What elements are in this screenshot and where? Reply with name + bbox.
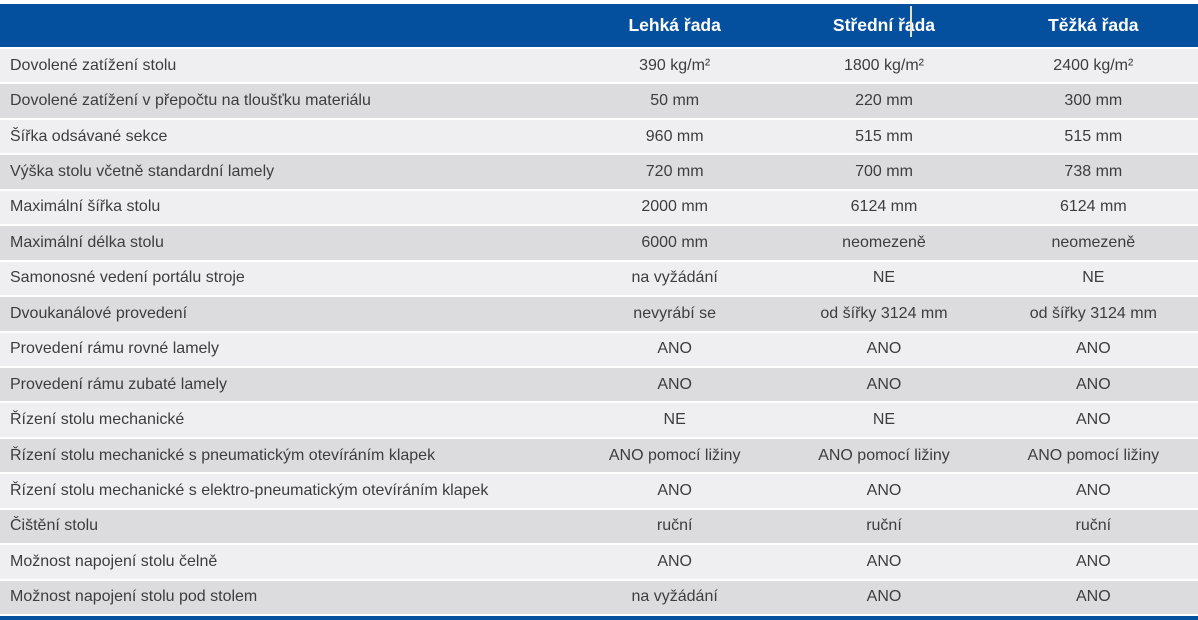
row-value: ruční	[866, 517, 902, 535]
row-label: Dovolené zatížení v přepočtu na tloušťku…	[10, 92, 371, 110]
table-row: Možnost napojení stolu pod stolem na vyžá…	[0, 580, 1198, 614]
row-value: neomezeně	[842, 233, 926, 251]
row-value: ANO	[1075, 552, 1111, 570]
row-value: 50 mm	[650, 92, 700, 110]
row-value: ANO pomocí ližiny	[1027, 446, 1160, 464]
row-label: Čištění stolu	[10, 517, 99, 535]
row-value: 700 mm	[855, 163, 913, 181]
column-header-label: Těžká řada	[1048, 15, 1139, 35]
table-row: Výška stolu včetně standardní lamely 720 …	[0, 155, 1198, 191]
row-value: NE	[663, 411, 686, 429]
table-row: Maximální šířka stolu 2000 mm 6124 mm 6124 …	[0, 190, 1198, 227]
row-label: Řízení stolu mechanické s pneumatickým o…	[10, 446, 436, 464]
row-label: Šířka odsávané sekce	[10, 127, 168, 145]
row-label: Možnost napojení stolu pod stolem	[10, 588, 258, 606]
row-label: Maximální šířka stolu	[10, 198, 161, 216]
row-value: ANO	[866, 375, 902, 393]
row-value: neomezeně	[1051, 233, 1136, 251]
row-value: ANO	[1075, 481, 1111, 499]
row-value: NE	[1082, 269, 1105, 287]
table-row: Řízení stolu mechanické NE NE ANO	[0, 403, 1198, 439]
row-value: 390 kg/m²	[639, 56, 711, 74]
table-row: Provedení rámu zubaté lamely ANO ANO ANO	[0, 367, 1198, 404]
row-value: od šířky 3124 mm	[1029, 304, 1157, 322]
header-cell-column-1: Lehká řada	[570, 4, 779, 47]
table-row: Řízení stolu mechanické s pneumatickým o…	[0, 438, 1198, 475]
row-value: 515 mm	[855, 127, 913, 145]
row-value: 2400 kg/m²	[1053, 56, 1134, 74]
column-header-label: Lehká řada	[628, 15, 721, 35]
row-value: NE	[872, 269, 896, 287]
row-label: Dvoukanálové provedení	[10, 304, 188, 322]
row-label: Dovolené zatížení stolu	[10, 56, 177, 74]
row-value: ANO pomocí ližiny	[608, 446, 741, 464]
row-value: 1800 kg/m²	[843, 56, 925, 74]
row-value: ANO pomocí ližiny	[818, 446, 950, 464]
row-value: ANO	[1075, 375, 1111, 393]
column-header-label: Střední řada	[832, 15, 936, 35]
row-value: na vyžádání	[631, 588, 718, 606]
row-value: ANO	[1075, 340, 1111, 358]
row-label: Řízení stolu mechanické s elektro-pneuma…	[10, 481, 489, 499]
row-value: 6000 mm	[641, 233, 709, 251]
row-value: ANO	[657, 340, 692, 358]
row-value: nevyrábí se	[633, 304, 717, 322]
row-value: ruční	[1075, 517, 1112, 535]
row-value: ANO	[1075, 411, 1111, 429]
row-label: Maximální délka stolu	[10, 233, 164, 251]
row-value: ANO	[866, 552, 902, 570]
row-value: ruční	[656, 517, 693, 535]
row-label: Možnost napojení stolu čelně	[10, 552, 218, 570]
row-value: 6124 mm	[850, 198, 918, 216]
table-row: Možnost napojení stolu čelně ANO ANO ANO	[0, 545, 1198, 581]
row-value: ANO	[1075, 588, 1111, 606]
row-value: ANO	[866, 481, 902, 499]
table-row: Dvoukanálové provedení nevyrábí se od šířk…	[0, 297, 1198, 333]
row-label: Provedení rámu zubaté lamely	[10, 375, 227, 393]
row-value: 6124 mm	[1059, 198, 1127, 216]
row-value: 2000 mm	[641, 198, 709, 216]
row-value: od šířky 3124 mm	[820, 304, 948, 322]
row-value: 220 mm	[855, 92, 913, 110]
table-row: Čištění stolu ruční ruční ruční	[0, 509, 1198, 546]
table-header-row: Lehká řada Střední řada Těžká řada	[0, 4, 1198, 47]
row-value: 300 mm	[1064, 92, 1123, 110]
table-row: Dovolené zatížení stolu 390 kg/m² 1800 kg/…	[0, 49, 1198, 85]
table-row: Samonosné vedení portálu stroje na vyžádá…	[0, 261, 1198, 298]
row-value: ANO	[657, 552, 692, 570]
row-value: ANO	[657, 481, 692, 499]
header-cell-column-2: Střední řada	[779, 4, 988, 47]
row-label: Samonosné vedení portálu stroje	[10, 269, 245, 287]
row-value: na vyžádání	[631, 269, 718, 287]
row-value: 738 mm	[1064, 163, 1123, 181]
row-value: NE	[872, 411, 896, 429]
header-cell-column-3: Těžká řada	[989, 4, 1198, 47]
row-value: ANO	[866, 340, 902, 358]
row-value: 515 mm	[1064, 127, 1123, 145]
bottom-bar	[0, 616, 1198, 620]
table-row: Dovolené zatížení v přepočtu na tloušťku…	[0, 84, 1198, 120]
table-row: Provedení rámu rovné lamely ANO ANO ANO	[0, 332, 1198, 368]
row-value: 720 mm	[645, 163, 704, 181]
text-cursor	[910, 6, 913, 37]
row-label: Řízení stolu mechanické	[10, 411, 185, 429]
row-label: Výška stolu včetně standardní lamely	[10, 163, 275, 181]
row-value: ANO	[866, 588, 902, 606]
table-row: Řízení stolu mechanické s elektro-pneuma…	[0, 474, 1198, 510]
row-value: 960 mm	[645, 127, 704, 145]
table-body: Dovolené zatížení stolu 390 kg/m² 1800 kg/…	[0, 49, 1198, 614]
row-label: Provedení rámu rovné lamely	[10, 340, 219, 358]
row-value: ANO	[657, 375, 692, 393]
table-row: Šířka odsávané sekce 960 mm 515 mm 515 mm	[0, 119, 1198, 156]
header-cell-empty	[0, 4, 570, 47]
table-row: Maximální délka stolu 6000 mm neomezeně neo…	[0, 226, 1198, 262]
